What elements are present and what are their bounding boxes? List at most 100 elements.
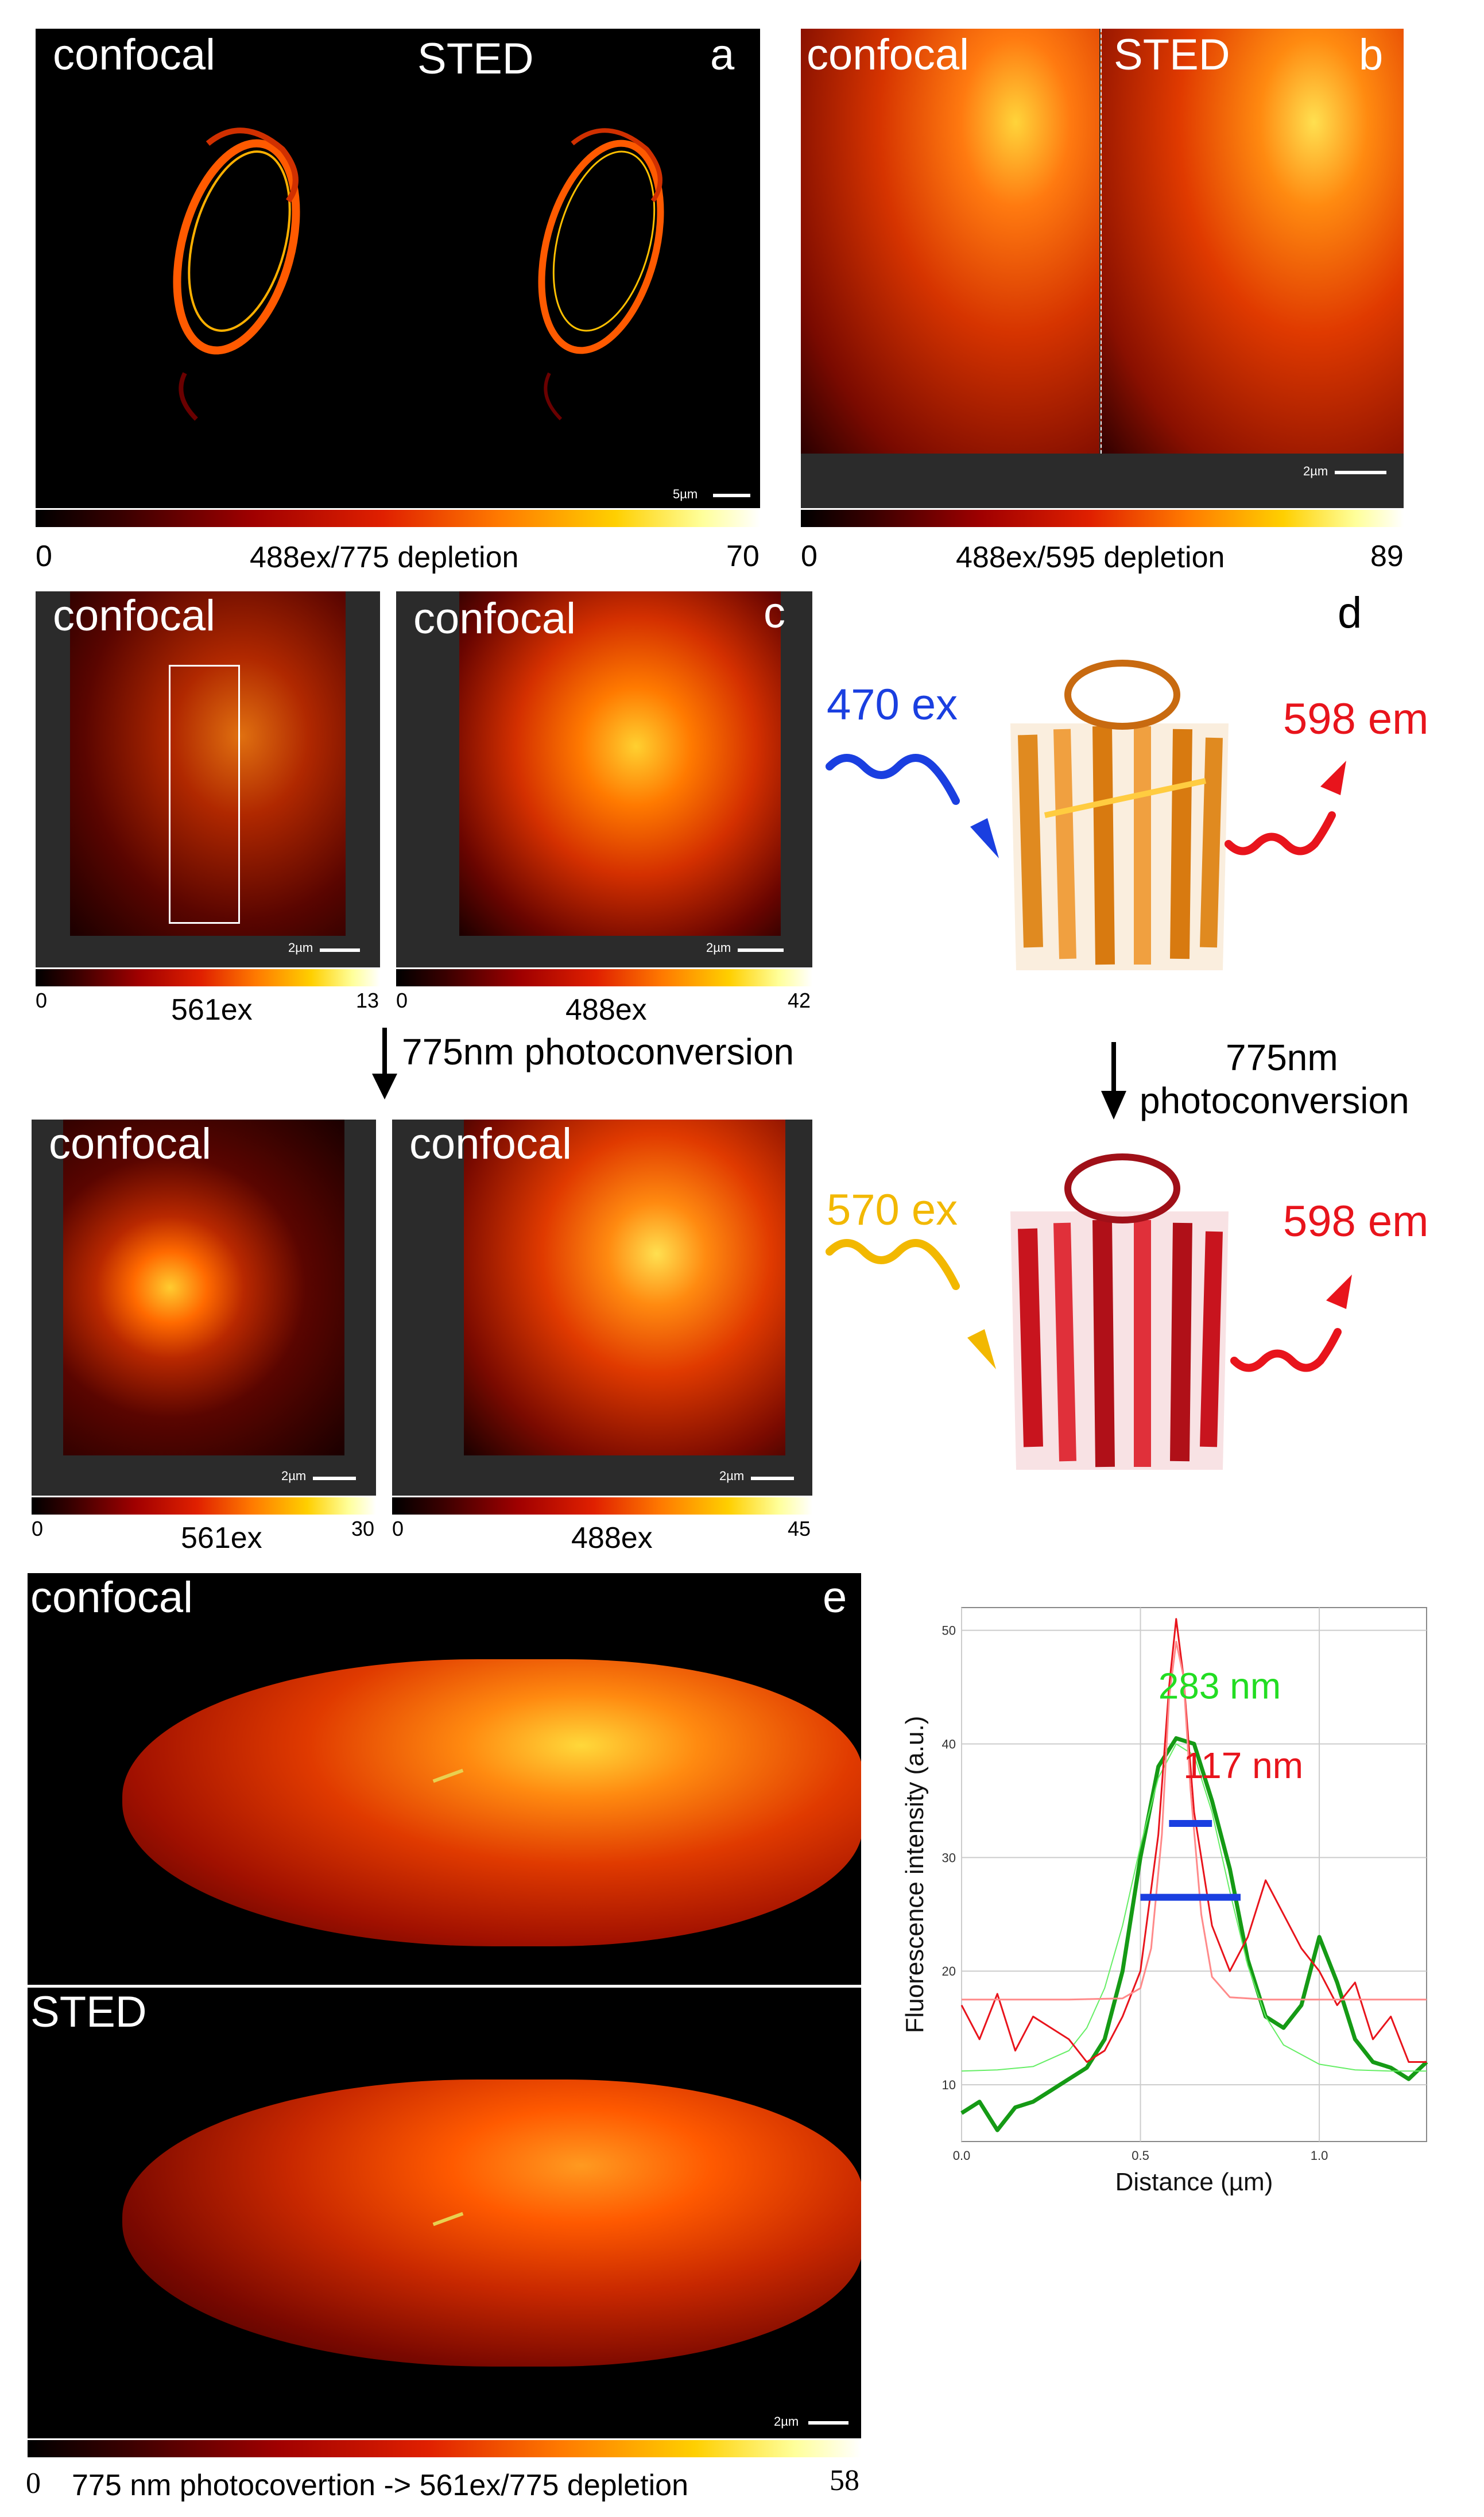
panel-e-colorbar-max: 58: [830, 2464, 859, 2497]
panel-c-bottom-left-scale-bar: [313, 1477, 356, 1480]
panel-e-scale-text: 2µm: [774, 2414, 799, 2429]
panel-b-letter: b: [1359, 30, 1384, 79]
panel-b-colorbar-label: 488ex/595 depletion: [956, 541, 1225, 574]
panel-c-bottom-left-label: confocal: [49, 1120, 212, 1168]
panel-c-top-left-colorbar-max: 13: [356, 989, 379, 1012]
panel-e-sted-cell: [122, 2080, 861, 2367]
panel-d-arrow-line1: 775nm: [1226, 1037, 1338, 1078]
panel-b-label-confocal: confocal: [807, 30, 970, 79]
panel-b-sted-field: [1101, 29, 1404, 454]
panel-c-top-left-image: confocal 2µm: [36, 591, 380, 967]
y-tick-label: 20: [942, 1964, 956, 1978]
fwhm-profile-chart: 10 20 30 40 50 0.0 0.5 1.0 283 nm 117 nm Distance …: [901, 1607, 1428, 2196]
panel-d-arrow-line2: photoconversion: [1140, 1080, 1409, 1121]
panel-c-letter: c: [764, 591, 785, 637]
panel-c-bottom-right-scale-bar: [751, 1477, 794, 1480]
panel-c-top-right-scale-text: 2µm: [706, 940, 731, 955]
panel-c-top-left-field: [70, 591, 346, 936]
panel-e-letter: e: [823, 1573, 847, 1622]
panel-e-label-sted: STED: [30, 1988, 147, 2036]
panel-c-bottom-left-scale-text: 2µm: [281, 1469, 307, 1483]
top-excitation-wave: [826, 754, 999, 858]
cell-confocal: [173, 127, 300, 421]
series-line-confocal: [960, 1736, 1428, 2132]
panel-e-colorbar-min: 0: [26, 2467, 41, 2500]
panel-b-scale-text: 2µm: [1303, 464, 1328, 478]
panel-c-bottom-right-colorbar: [392, 1497, 812, 1515]
panel-b-colorbar: [801, 510, 1404, 527]
bottom-excitation-wave: [826, 1239, 996, 1369]
panel-c-top-right-image: confocal c 2µm: [396, 591, 812, 967]
panel-b-image: confocal STED b 2µm: [801, 29, 1404, 508]
panel-c-bottom-right-label: confocal: [409, 1120, 572, 1168]
panel-a-scale-bar: [713, 494, 750, 497]
panel-c-bottom-right-scale-text: 2µm: [719, 1469, 745, 1483]
panel-b-colorbar-min: 0: [801, 540, 817, 573]
panel-e-scale-bar: [808, 2421, 848, 2425]
panel-c-bottom-left-colorbar-min: 0: [32, 1517, 44, 1540]
panel-d-top-em: 598 em: [1283, 695, 1429, 744]
panel-a-letter: a: [710, 30, 735, 79]
panel-c-top-right-colorbar: [396, 969, 812, 986]
panel-c-bottom-left-field: [63, 1120, 344, 1455]
panel-c-top-right-label: confocal: [413, 594, 576, 643]
panel-c-top-left-label: confocal: [53, 591, 216, 640]
series-line-sted-fit: [962, 1640, 1427, 2001]
cell-sted: [538, 128, 664, 421]
protein-orange: [1010, 660, 1229, 970]
panel-b-colorbar-max: 89: [1370, 540, 1404, 573]
panel-c-arrow: [372, 1028, 397, 1099]
panel-c-bottom-right-colorbar-label: 488ex: [571, 1521, 653, 1555]
panel-d-top-ex: 470 ex: [827, 680, 958, 729]
panel-c-top-right-colorbar-max: 42: [788, 989, 811, 1012]
x-tick-label: 0.0: [953, 2148, 971, 2163]
top-emission-wave: [1225, 761, 1346, 855]
x-tick-label: 0.5: [1132, 2148, 1149, 2163]
annotation-1: 117 nm: [1183, 1745, 1303, 1786]
panel-e-sted-image: STED 2µm: [28, 1988, 861, 2438]
panel-c-top-left-colorbar: [36, 969, 380, 986]
panel-e-colorbar-label: 775 nm photocovertion -> 561ex/775 deple…: [72, 2469, 688, 2502]
panel-c-top-left-scale-text: 2µm: [288, 940, 313, 955]
panel-d-arrow: [1101, 1042, 1126, 1120]
panel-b-scale-bar: [1335, 471, 1386, 474]
panel-c-bottom-left-colorbar-label: 561ex: [181, 1521, 262, 1555]
x-tick-label: 1.0: [1311, 2148, 1328, 2163]
panel-c-bottom-right-colorbar-max: 45: [788, 1517, 811, 1540]
panel-e-label-confocal: confocal: [30, 1573, 193, 1622]
y-tick-label: 50: [942, 1624, 956, 1638]
panel-c-top-right-colorbar-label: 488ex: [565, 993, 647, 1027]
panel-d-bottom-em: 598 em: [1283, 1197, 1429, 1246]
panel-c-bottom-left-colorbar: [32, 1497, 376, 1515]
protein-red: [1010, 1153, 1229, 1470]
panel-c-bottom-right-field: [464, 1120, 785, 1455]
y-tick-label: 10: [942, 2078, 956, 2092]
panel-c-top-left-colorbar-min: 0: [36, 989, 48, 1012]
series-line-confocal-fit: [961, 1743, 1427, 2072]
bottom-emission-wave: [1230, 1275, 1352, 1372]
annotation-0: 283 nm: [1158, 1665, 1281, 1706]
x-axis-label: Distance (µm): [1115, 2168, 1273, 2196]
panel-c-bottom-left-colorbar-max: 30: [351, 1517, 375, 1540]
panel-a-label-sted: STED: [417, 34, 534, 83]
panel-a-micrograph: [173, 127, 664, 421]
panel-a-label-confocal: confocal: [53, 30, 216, 79]
panel-d-bottom-ex: 570 ex: [827, 1186, 958, 1234]
panel-c-top-right-colorbar-min: 0: [396, 989, 408, 1012]
panel-e-confocal-cell: [122, 1659, 861, 1946]
plot-area: [961, 1607, 1427, 2142]
panel-c-top-left-colorbar-label: 561ex: [171, 993, 253, 1027]
panel-c-top-left-scale-bar: [320, 948, 360, 952]
panel-e-colorbar: [28, 2440, 861, 2457]
y-tick-label: 40: [942, 1737, 956, 1751]
panel-a-image: confocal STED a 5µm: [36, 29, 760, 508]
panel-c-top-right-scale-bar: [738, 948, 784, 952]
roi-box: [169, 665, 240, 924]
panel-c-bottom-right-colorbar-min: 0: [392, 1517, 404, 1540]
panel-b-confocal-field: [801, 29, 1099, 454]
y-tick-label: 30: [942, 1850, 956, 1865]
panel-d-letter: d: [1338, 588, 1362, 637]
panel-a-scale-text: 5µm: [673, 487, 698, 501]
panel-a-colorbar-label: 488ex/775 depletion: [250, 541, 519, 574]
panel-c-top-right-field: [459, 591, 781, 936]
